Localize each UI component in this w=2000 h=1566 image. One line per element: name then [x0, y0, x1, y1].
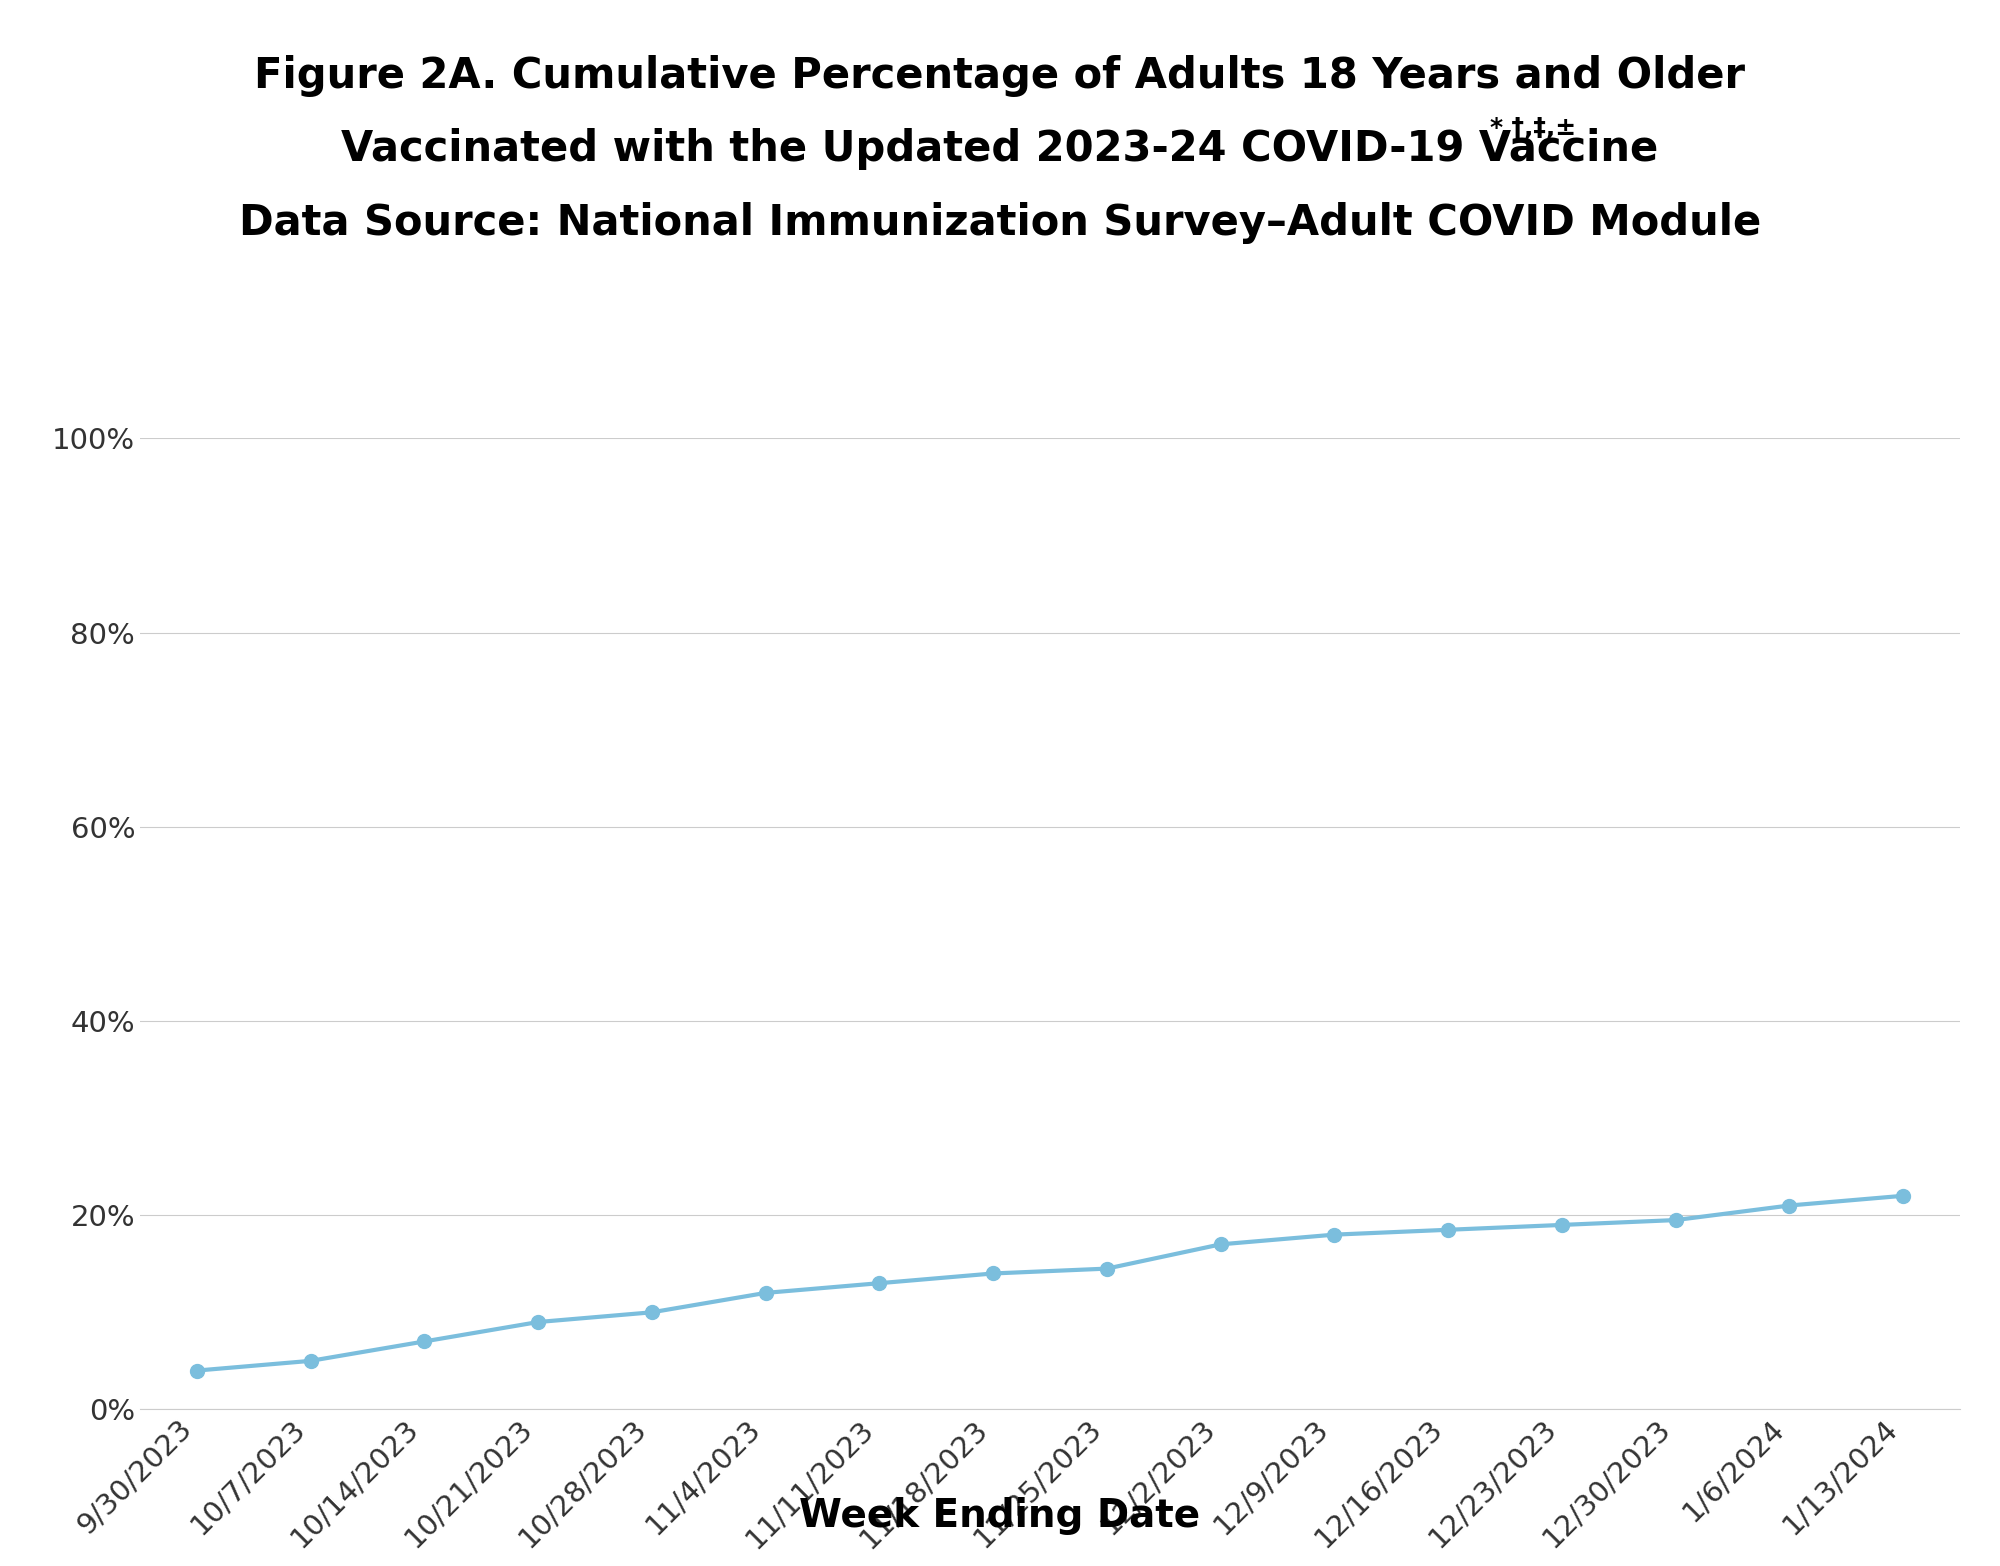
Text: Figure 2A. Cumulative Percentage of Adults 18 Years and Older: Figure 2A. Cumulative Percentage of Adul…: [254, 55, 1746, 97]
Text: Data Source: National Immunization Survey–Adult COVID Module: Data Source: National Immunization Surve…: [238, 202, 1762, 244]
Text: Week Ending Date: Week Ending Date: [800, 1497, 1200, 1535]
Text: *,†,‡,±: *,†,‡,±: [1490, 116, 1578, 139]
Text: Vaccinated with the Updated 2023-24 COVID-19 Vaccine: Vaccinated with the Updated 2023-24 COVI…: [342, 128, 1658, 171]
